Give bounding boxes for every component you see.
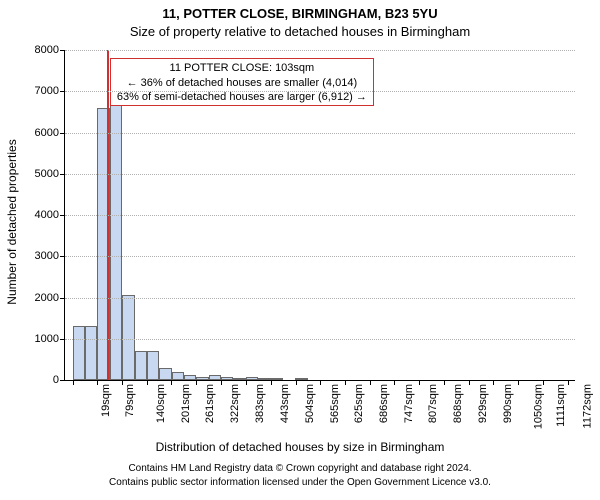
- xtick-label: 79sqm: [124, 384, 136, 417]
- histogram-bar: [159, 368, 171, 380]
- ytick-mark: [60, 380, 65, 381]
- xtick-mark: [518, 380, 519, 385]
- xtick-mark: [394, 380, 395, 385]
- histogram-bar: [271, 378, 283, 380]
- ytick-label: 0: [53, 374, 59, 386]
- plot-area: 11 POTTER CLOSE: 103sqm ← 36% of detache…: [64, 50, 575, 381]
- chart-title-line1: 11, POTTER CLOSE, BIRMINGHAM, B23 5YU: [0, 6, 600, 21]
- xtick-mark: [196, 380, 197, 385]
- xtick-label: 565sqm: [329, 384, 341, 423]
- xtick-label: 747sqm: [403, 384, 415, 423]
- gridline-h: [65, 174, 575, 175]
- x-axis-title-text: Distribution of detached houses by size …: [156, 440, 445, 454]
- xtick-label: 868sqm: [452, 384, 464, 423]
- xtick-label: 990sqm: [502, 384, 514, 423]
- xtick-label: 383sqm: [254, 384, 266, 423]
- xtick-label: 625sqm: [353, 384, 365, 423]
- xtick-mark: [320, 380, 321, 385]
- histogram-bar: [122, 295, 134, 380]
- xtick-mark: [419, 380, 420, 385]
- histogram-bar: [73, 326, 85, 380]
- histogram-bar: [147, 351, 159, 380]
- ytick-mark: [60, 339, 65, 340]
- xtick-mark: [97, 380, 98, 385]
- y-axis-title-text: Number of detached properties: [5, 139, 19, 304]
- xtick-mark: [370, 380, 371, 385]
- xtick-mark: [122, 380, 123, 385]
- xtick-label: 261sqm: [205, 384, 217, 423]
- chart-root: 11, POTTER CLOSE, BIRMINGHAM, B23 5YU Si…: [0, 0, 600, 500]
- gridline-h: [65, 50, 575, 51]
- xtick-mark: [271, 380, 272, 385]
- xtick-label: 807sqm: [427, 384, 439, 423]
- title-text-1: 11, POTTER CLOSE, BIRMINGHAM, B23 5YU: [162, 6, 437, 21]
- info-box-line1: 11 POTTER CLOSE: 103sqm: [117, 61, 367, 75]
- gridline-h: [65, 256, 575, 257]
- x-axis-title: Distribution of detached houses by size …: [0, 440, 600, 454]
- histogram-bar: [196, 377, 208, 380]
- footer-copyright: Contains HM Land Registry data © Crown c…: [0, 462, 600, 489]
- ytick-mark: [60, 91, 65, 92]
- ytick-label: 2000: [35, 292, 59, 304]
- y-axis-title: Number of detached properties: [5, 57, 19, 387]
- histogram-bar: [258, 378, 270, 380]
- histogram-bar: [233, 378, 245, 380]
- histogram-bar: [246, 377, 258, 380]
- xtick-label: 1050sqm: [533, 384, 545, 429]
- xtick-mark: [543, 380, 544, 385]
- xtick-mark: [147, 380, 148, 385]
- xtick-mark: [73, 380, 74, 385]
- xtick-label: 686sqm: [378, 384, 390, 423]
- histogram-bar: [209, 375, 221, 380]
- chart-title-line2: Size of property relative to detached ho…: [0, 24, 600, 39]
- footer-line2: Contains public sector information licen…: [0, 476, 600, 490]
- gridline-h: [65, 215, 575, 216]
- xtick-mark: [296, 380, 297, 385]
- footer-line1: Contains HM Land Registry data © Crown c…: [0, 462, 600, 476]
- histogram-bar: [295, 378, 307, 380]
- xtick-mark: [345, 380, 346, 385]
- ytick-label: 8000: [35, 44, 59, 56]
- ytick-mark: [60, 215, 65, 216]
- ytick-label: 5000: [35, 168, 59, 180]
- gridline-h: [65, 339, 575, 340]
- histogram-bar: [172, 372, 184, 380]
- histogram-bar: [221, 377, 233, 380]
- xtick-label: 929sqm: [477, 384, 489, 423]
- xtick-mark: [221, 380, 222, 385]
- xtick-label: 201sqm: [180, 384, 192, 423]
- xtick-label: 322sqm: [230, 384, 242, 423]
- info-box-line2: ← 36% of detached houses are smaller (4,…: [117, 76, 367, 90]
- xtick-mark: [246, 380, 247, 385]
- histogram-bar: [135, 351, 147, 380]
- xtick-label: 140sqm: [155, 384, 167, 423]
- ytick-mark: [60, 50, 65, 51]
- ytick-label: 1000: [35, 333, 59, 345]
- ytick-label: 7000: [35, 85, 59, 97]
- xtick-mark: [493, 380, 494, 385]
- ytick-mark: [60, 298, 65, 299]
- xtick-mark: [444, 380, 445, 385]
- histogram-bar: [85, 326, 97, 380]
- gridline-h: [65, 91, 575, 92]
- ytick-mark: [60, 174, 65, 175]
- xtick-label: 19sqm: [100, 384, 112, 417]
- xtick-mark: [469, 380, 470, 385]
- property-info-box: 11 POTTER CLOSE: 103sqm ← 36% of detache…: [110, 58, 374, 105]
- histogram-bar: [184, 375, 196, 380]
- xtick-mark: [568, 380, 569, 385]
- ytick-label: 4000: [35, 209, 59, 221]
- gridline-h: [65, 298, 575, 299]
- xtick-mark: [171, 380, 172, 385]
- xtick-label: 1172sqm: [582, 384, 594, 428]
- xtick-label: 443sqm: [279, 384, 291, 423]
- xtick-label: 504sqm: [304, 384, 316, 423]
- title-text-2: Size of property relative to detached ho…: [130, 24, 470, 39]
- ytick-label: 6000: [35, 127, 59, 139]
- ytick-mark: [60, 133, 65, 134]
- ytick-label: 3000: [35, 250, 59, 262]
- gridline-h: [65, 133, 575, 134]
- ytick-mark: [60, 256, 65, 257]
- xtick-label: 1111sqm: [555, 384, 567, 427]
